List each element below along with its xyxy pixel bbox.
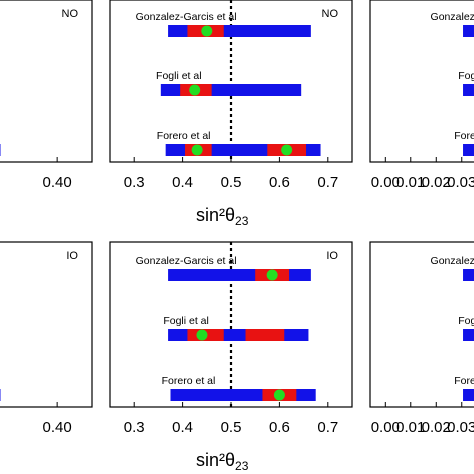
x-tick-label: 0.5 [221, 174, 242, 191]
x-tick-label: 0.7 [317, 419, 338, 436]
x-tick-label: 0.03 [447, 419, 474, 436]
best-fit-point [273, 389, 285, 401]
bar-label: Gonzalez-Garcis et al [136, 11, 237, 23]
panel-5: Gonzalez-Garcis et al Fogli et al Forero e… [109, 241, 353, 436]
range-bar-3sigma [463, 144, 474, 156]
best-fit-point [189, 84, 201, 96]
x-tick-label: 0.00 [371, 419, 400, 436]
bar-label: Forero et al [454, 375, 474, 387]
range-bar-3sigma [0, 389, 1, 401]
best-fit-point [281, 144, 293, 156]
x-tick-label: 0.40 [43, 174, 72, 191]
range-bar-3sigma [0, 144, 1, 156]
x-axis-label-bottom: sin²θ23 [196, 450, 249, 473]
range-bar-3sigma [463, 389, 474, 401]
panel-1: NO0.350.40 [0, 0, 93, 191]
panel-6: Gonzalez-Garcis et al Fogli et al Forero e… [369, 241, 474, 436]
panel-4: IO0.350.40 [0, 241, 93, 436]
range-bar-3sigma [463, 329, 474, 341]
x-tick-label: 0.40 [43, 419, 72, 436]
range-bar-3sigma [463, 269, 474, 281]
range-bar-3sigma [463, 84, 474, 96]
panel-frame [0, 241, 93, 408]
bar-label: Fogli et al [163, 315, 209, 327]
x-tick-label: 0.02 [422, 174, 451, 191]
ordering-label: NO [322, 8, 339, 20]
best-fit-point [201, 25, 213, 37]
bar-label: Gonzalez-Garcis et al [431, 255, 474, 267]
range-bar-3sigma [168, 269, 311, 281]
bar-label: Fogli et al [458, 70, 474, 82]
panel-2: Gonzalez-Garcis et al Fogli et al Forero e… [109, 0, 353, 191]
bar-label: Gonzalez-Garcis et al [136, 255, 237, 267]
x-tick-label: 0.5 [221, 419, 242, 436]
x-tick-label: 0.03 [447, 174, 474, 191]
x-tick-label: 0.02 [422, 419, 451, 436]
x-tick-label: 0.01 [396, 419, 425, 436]
ordering-label: IO [66, 250, 78, 262]
x-tick-label: 0.6 [269, 419, 290, 436]
bar-label: Fogli et al [458, 315, 474, 327]
panel-frame [369, 0, 474, 163]
x-tick-label: 0.3 [124, 419, 145, 436]
bar-label: Forero et al [162, 375, 216, 387]
x-axis-label-top: sin²θ23 [196, 205, 249, 228]
x-tick-label: 0.01 [396, 174, 425, 191]
ordering-label: IO [326, 250, 338, 262]
bar-label: Gonzalez-Garcis et al [431, 11, 474, 23]
bar-label: Fogli et al [156, 70, 202, 82]
x-tick-label: 0.6 [269, 174, 290, 191]
bar-label: Forero et al [454, 130, 474, 142]
panel-frame [369, 241, 474, 408]
range-bar-1sigma [245, 329, 285, 341]
panel-3: Gonzalez-Garcis et al Fogli et al Forero e… [369, 0, 474, 191]
best-fit-point [266, 269, 278, 281]
x-tick-label: 0.7 [317, 174, 338, 191]
range-bar-3sigma [463, 25, 474, 37]
bar-label: Forero et al [157, 130, 211, 142]
x-tick-label: 0.3 [124, 174, 145, 191]
best-fit-point [196, 329, 208, 341]
panel-frame [0, 0, 93, 163]
x-tick-label: 0.4 [172, 419, 193, 436]
x-tick-label: 0.00 [371, 174, 400, 191]
x-tick-label: 0.4 [172, 174, 193, 191]
best-fit-point [191, 144, 203, 156]
ordering-label: NO [62, 8, 79, 20]
